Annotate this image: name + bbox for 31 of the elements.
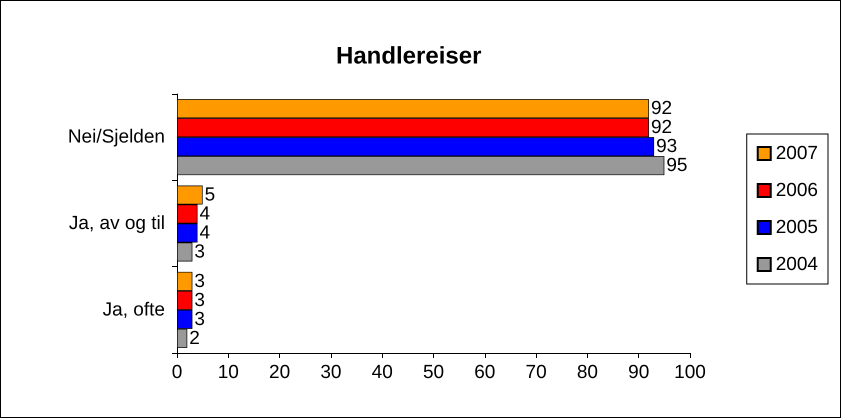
data-label: 92 <box>650 117 672 138</box>
x-tick-label: 10 <box>218 362 239 383</box>
x-tick-label: 20 <box>269 362 290 383</box>
data-label: 3 <box>194 241 205 262</box>
y-tick-label: Ja, av og til <box>68 213 165 234</box>
chart-title: Handlereiser <box>336 42 482 70</box>
x-tick-label: 30 <box>320 362 342 383</box>
y-tick-label: Ja, ofte <box>102 299 165 320</box>
x-tick-label: 80 <box>576 362 598 383</box>
data-label: 3 <box>194 290 205 311</box>
data-label: 92 <box>650 98 672 120</box>
x-tick-label: 40 <box>372 362 393 383</box>
x-tick-label: 70 <box>526 362 547 383</box>
data-label: 4 <box>200 204 211 225</box>
x-tick-label: 60 <box>474 362 496 383</box>
data-label: 95 <box>666 155 688 176</box>
legend-label: 2006 <box>776 180 818 201</box>
legend-label: 2004 <box>776 254 818 275</box>
legend-label: 2007 <box>776 143 818 164</box>
x-tick-label: 90 <box>628 362 650 383</box>
x-tick-label: 0 <box>172 362 182 383</box>
data-label: 4 <box>200 222 211 244</box>
data-label: 93 <box>656 136 678 158</box>
data-label: 5 <box>204 184 216 206</box>
data-label: 3 <box>194 270 205 292</box>
x-tick-label: 100 <box>674 362 706 383</box>
data-label: 3 <box>194 308 205 330</box>
legend-label: 2005 <box>776 217 818 238</box>
x-tick-label: 50 <box>422 362 444 383</box>
y-tick-label: Nei/Sjelden <box>68 126 165 148</box>
data-label: 2 <box>189 328 200 349</box>
